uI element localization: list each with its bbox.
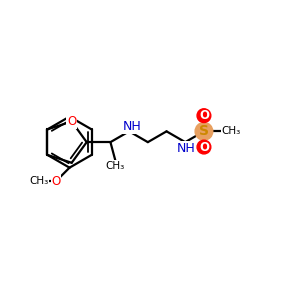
Text: CH₃: CH₃ <box>106 161 125 171</box>
Text: O: O <box>199 109 209 122</box>
Text: NH: NH <box>177 142 196 154</box>
Text: CH₃: CH₃ <box>222 126 241 136</box>
Text: O: O <box>199 141 209 154</box>
Text: O: O <box>67 115 76 128</box>
Text: NH: NH <box>123 120 142 133</box>
Circle shape <box>197 140 211 154</box>
Text: O: O <box>51 175 60 188</box>
Circle shape <box>197 109 211 122</box>
Text: CH₃: CH₃ <box>29 176 49 186</box>
Text: S: S <box>199 124 209 138</box>
Circle shape <box>195 122 213 140</box>
